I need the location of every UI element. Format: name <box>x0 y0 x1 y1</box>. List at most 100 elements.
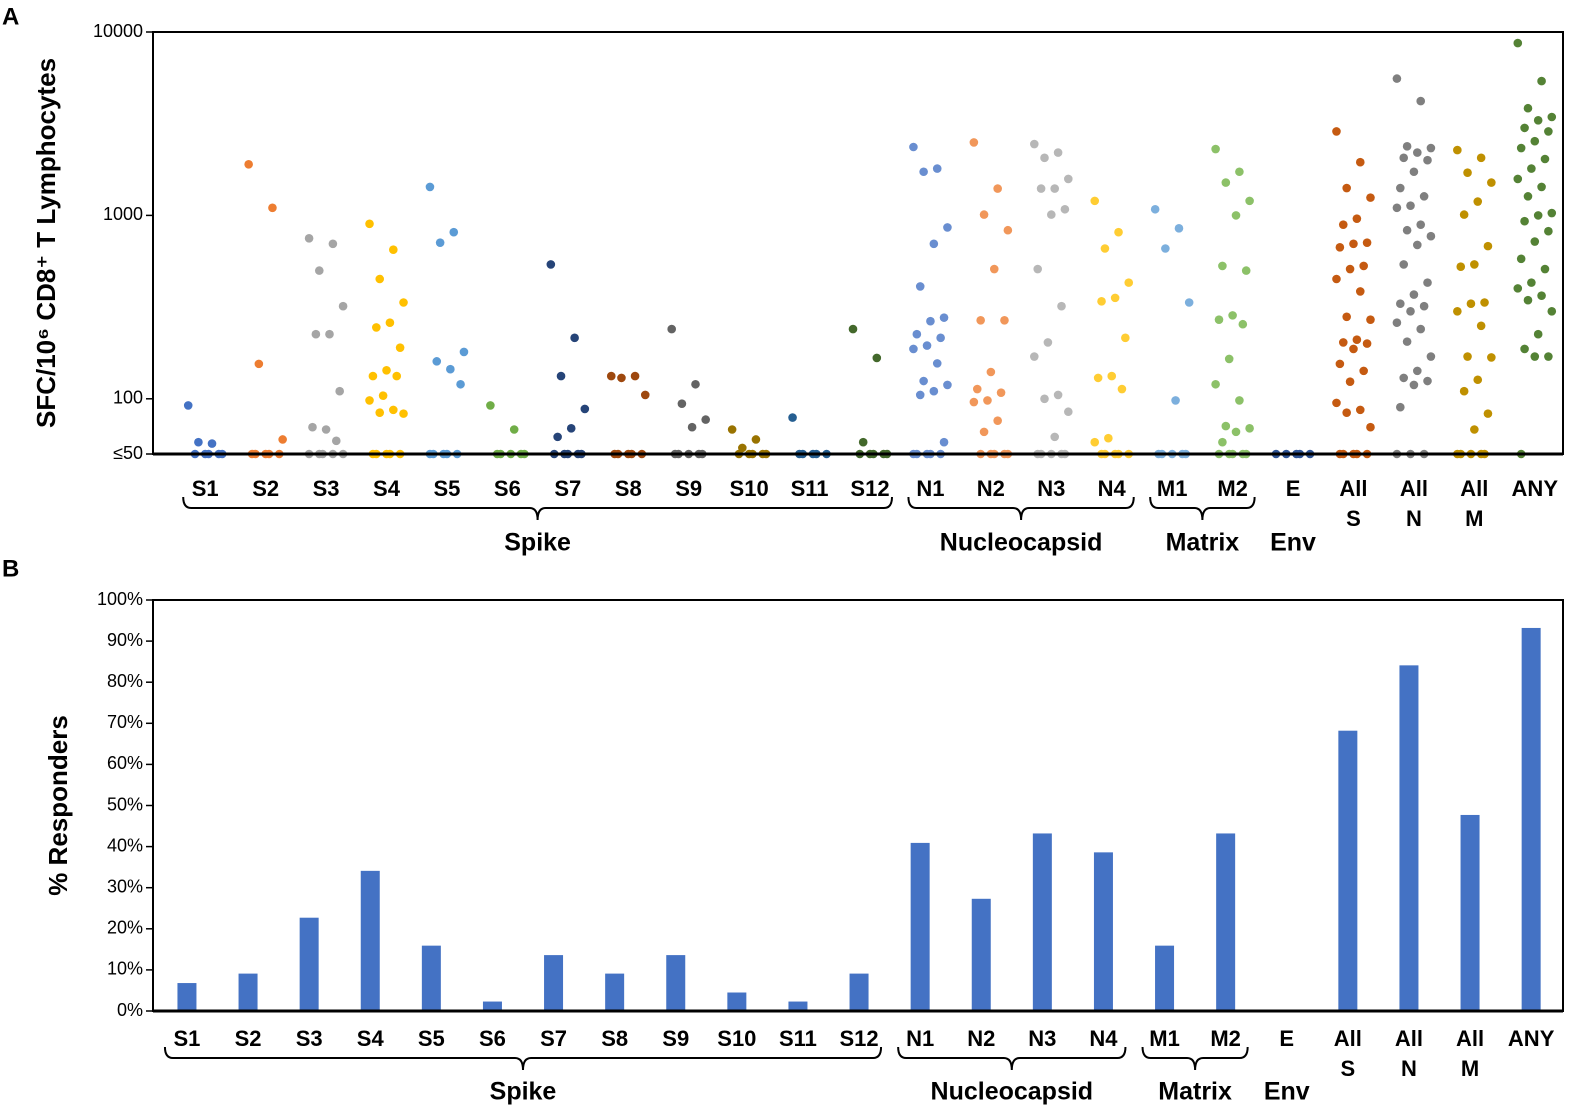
dot <box>1090 196 1100 206</box>
dot <box>1221 178 1231 187</box>
dot <box>1453 145 1462 155</box>
dot <box>509 425 519 434</box>
dot <box>751 435 761 444</box>
dot <box>936 333 945 343</box>
x-tick-label-line: All <box>1400 476 1428 501</box>
group-bracket <box>1141 1046 1249 1071</box>
dot <box>922 341 932 350</box>
dot <box>1359 366 1368 376</box>
y-tick-label: 60% <box>107 753 143 773</box>
y-axis-label: SFC/10⁶ CD8⁺ T Lymphocytes <box>31 58 61 428</box>
x-tick-label-line: All <box>1456 1026 1484 1051</box>
dot <box>986 367 996 377</box>
dot <box>325 329 334 339</box>
dot <box>943 380 952 390</box>
bar <box>360 870 380 1011</box>
group-bracket <box>907 496 1135 521</box>
dot <box>1409 290 1419 299</box>
dot <box>399 409 408 418</box>
dot <box>1523 295 1533 305</box>
dot <box>919 376 928 386</box>
y-tick-label: 30% <box>107 876 143 896</box>
dot <box>1483 409 1493 418</box>
dot <box>996 388 1006 397</box>
dot <box>570 333 579 343</box>
dot <box>1406 201 1415 210</box>
group-label: Spike <box>490 1078 557 1106</box>
x-tick-label: All S <box>1334 1026 1362 1081</box>
dot <box>546 260 556 269</box>
dot <box>335 386 344 396</box>
dot <box>1426 231 1436 241</box>
x-tick-label: M1 <box>1157 476 1188 501</box>
dot <box>194 437 203 447</box>
dot <box>687 422 697 432</box>
dot <box>1345 264 1355 274</box>
dot <box>943 223 952 232</box>
dot <box>1114 227 1123 237</box>
dot <box>1161 244 1170 253</box>
dot <box>1366 315 1375 324</box>
x-tick-label: S8 <box>601 1026 628 1051</box>
dot <box>1533 329 1543 339</box>
dot <box>1396 183 1405 193</box>
dot <box>382 366 391 375</box>
dot <box>1520 216 1529 226</box>
dot <box>1453 306 1462 316</box>
dot <box>1402 337 1412 346</box>
dot <box>858 437 868 447</box>
dot <box>1413 148 1422 157</box>
group-label: Matrix <box>1158 1078 1232 1106</box>
dot <box>919 167 928 177</box>
dot <box>969 138 979 147</box>
bar <box>727 992 747 1011</box>
dot <box>1533 116 1543 125</box>
x-tick-label: M2 <box>1210 1026 1241 1051</box>
x-tick-label: N2 <box>977 476 1005 501</box>
y-tick-label: 70% <box>107 712 143 732</box>
dot <box>1090 437 1100 447</box>
y-tick-label: 40% <box>107 835 143 855</box>
dot <box>1540 154 1550 164</box>
dot <box>1218 437 1227 447</box>
dot <box>459 347 469 357</box>
dot <box>1523 103 1533 113</box>
dot <box>677 399 687 409</box>
dot <box>1150 204 1160 214</box>
dot <box>912 329 922 339</box>
bar <box>1216 833 1236 1011</box>
dot <box>1483 241 1493 251</box>
dot <box>389 405 398 415</box>
dot <box>254 359 264 369</box>
x-tick-label: M1 <box>1149 1026 1180 1051</box>
dot <box>1463 352 1472 361</box>
dot <box>993 184 1002 193</box>
dot <box>972 384 982 394</box>
dot <box>1355 287 1365 296</box>
dot <box>338 301 348 311</box>
dot <box>1238 319 1248 329</box>
dot <box>1342 183 1351 193</box>
dot <box>1409 167 1419 177</box>
dot <box>1413 240 1422 250</box>
dot <box>1466 299 1476 308</box>
dot <box>183 401 193 410</box>
dot <box>328 239 338 249</box>
bar <box>910 842 930 1011</box>
dot <box>979 210 989 219</box>
dot <box>207 439 217 448</box>
dot <box>1097 297 1106 306</box>
x-tick-label: All M <box>1460 476 1488 531</box>
dot <box>1366 193 1375 202</box>
dot <box>1064 174 1073 184</box>
dot <box>1547 306 1557 316</box>
dot <box>701 415 710 424</box>
dot <box>446 364 455 374</box>
dot <box>1547 208 1557 218</box>
x-tick-label: N4 <box>1089 1026 1118 1051</box>
dot <box>1224 354 1234 364</box>
x-tick-label: All N <box>1395 1026 1423 1081</box>
bar <box>1399 665 1419 1011</box>
dot <box>617 373 626 383</box>
dot <box>1416 324 1426 334</box>
